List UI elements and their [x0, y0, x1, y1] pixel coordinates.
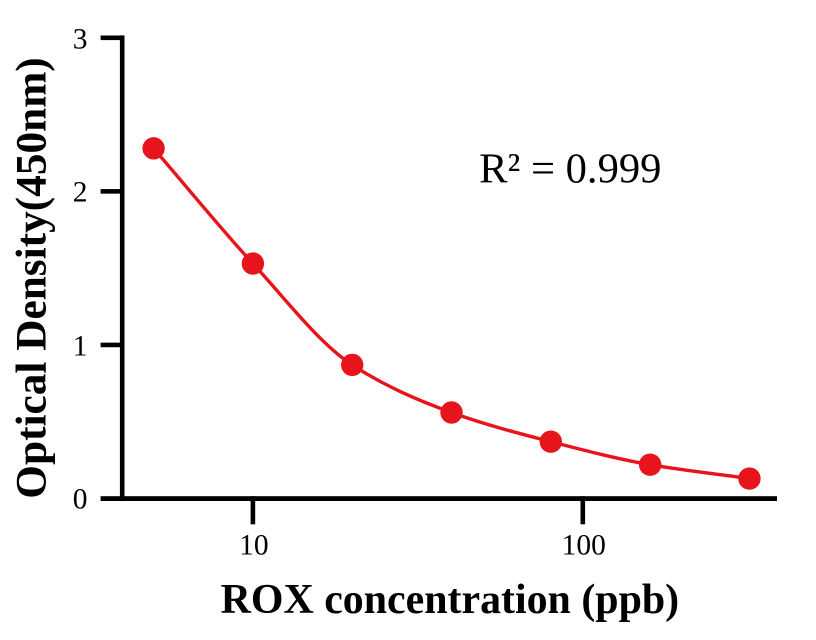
x-tick-mark [580, 496, 586, 525]
x-tick-label-10: 10 [239, 528, 269, 561]
y-tick-mark [100, 35, 125, 41]
r-squared-annotation: R² = 0.999 [479, 145, 662, 193]
fit-curve [152, 147, 750, 481]
y-axis-line [119, 35, 125, 502]
x-tick-mark [250, 496, 256, 525]
x-tick-label-100: 100 [561, 528, 606, 561]
y-tick-label-1: 1 [72, 329, 88, 362]
data-point-marker [638, 453, 662, 476]
data-point-marker [341, 353, 364, 377]
y-axis-title: Optical Density(450nm) [6, 57, 55, 499]
y-tick-mark [100, 342, 125, 348]
x-axis-line [100, 496, 778, 501]
data-point-marker [241, 252, 265, 275]
x-axis-title: ROX concentration (ppb) [220, 577, 680, 624]
data-point-marker [440, 401, 463, 424]
y-tick-label-2: 2 [72, 176, 88, 209]
data-point-marker [142, 137, 165, 160]
y-tick-label-3: 3 [72, 22, 88, 55]
data-point-marker [738, 467, 761, 490]
y-tick-label-0: 0 [72, 483, 88, 516]
data-point-marker [539, 430, 563, 453]
y-tick-mark [100, 189, 125, 194]
